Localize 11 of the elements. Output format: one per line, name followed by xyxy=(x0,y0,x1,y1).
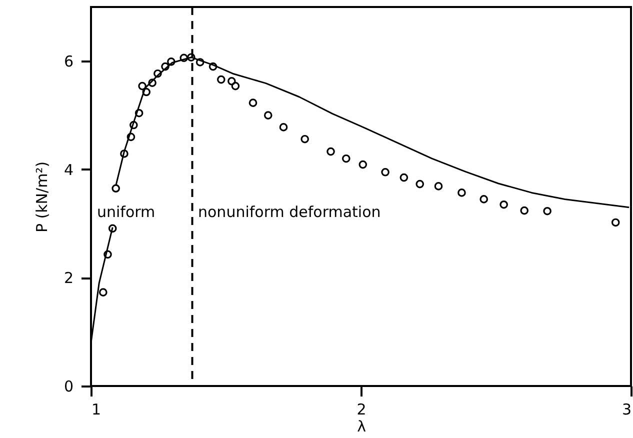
y-tick-label: 4 xyxy=(64,160,74,179)
y-tick-label: 6 xyxy=(64,52,74,71)
y-axis-title: P (kN/m²) xyxy=(32,161,51,233)
annotation: uniform xyxy=(97,203,156,221)
y-tick-label: 2 xyxy=(64,269,74,288)
annotation: nonuniform deformation xyxy=(198,203,381,221)
x-tick-label: 2 xyxy=(356,400,366,418)
x-axis-title: λ xyxy=(357,418,366,436)
y-tick-label: 0 xyxy=(64,378,74,396)
x-tick-label: 1 xyxy=(92,400,102,418)
x-tick-label: 3 xyxy=(622,400,632,418)
